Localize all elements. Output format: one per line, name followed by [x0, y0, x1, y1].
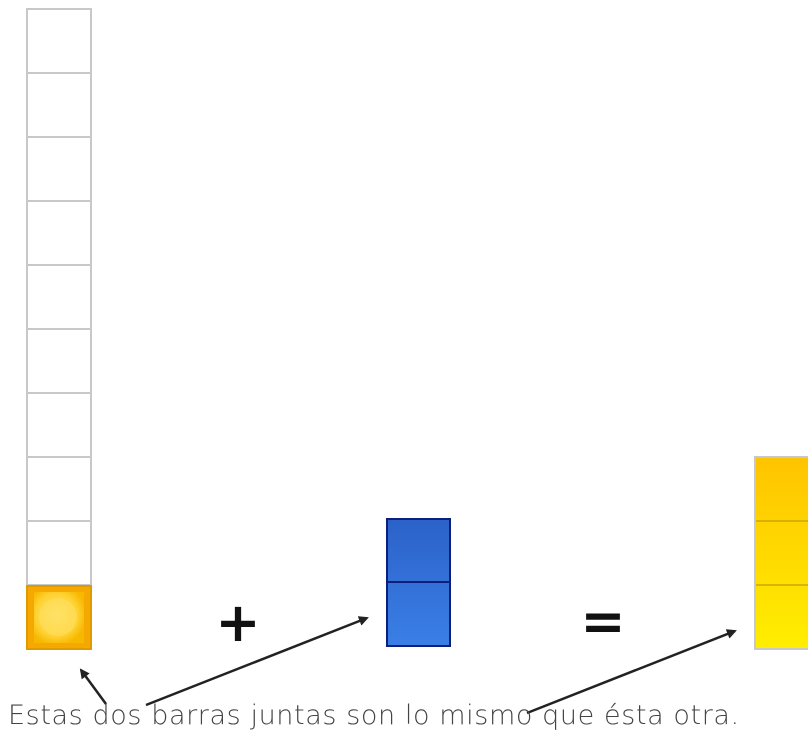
tall-bar-empty-cell: [26, 8, 92, 74]
caption-text: Estas dos barras juntas son lo mismo que…: [8, 700, 740, 731]
equals-sign: =: [580, 590, 625, 653]
tall-bar-empty-cell: [26, 72, 92, 138]
tall-bar-empty-cell: [26, 136, 92, 202]
tall-unit-bar: [26, 8, 92, 650]
tall-bar-empty-cell: [26, 200, 92, 266]
arrow-to-blue-bar: [145, 616, 369, 707]
arrow-to-orange-unit: [79, 668, 108, 705]
tall-bar-empty-cell: [26, 264, 92, 330]
plus-sign: +: [215, 591, 260, 654]
yellow-three-unit-bar: [754, 456, 808, 650]
arrow-to-yellow-bar: [526, 629, 737, 715]
tall-bar-empty-cell: [26, 520, 92, 586]
tall-bar-empty-cells: [26, 8, 92, 586]
tall-bar-empty-cell: [26, 328, 92, 394]
orange-unit-cube: [26, 585, 92, 650]
arrows: [79, 616, 737, 715]
tall-bar-empty-cell: [26, 456, 92, 522]
blue-two-unit-bar: [386, 518, 451, 647]
tall-bar-empty-cell: [26, 392, 92, 458]
